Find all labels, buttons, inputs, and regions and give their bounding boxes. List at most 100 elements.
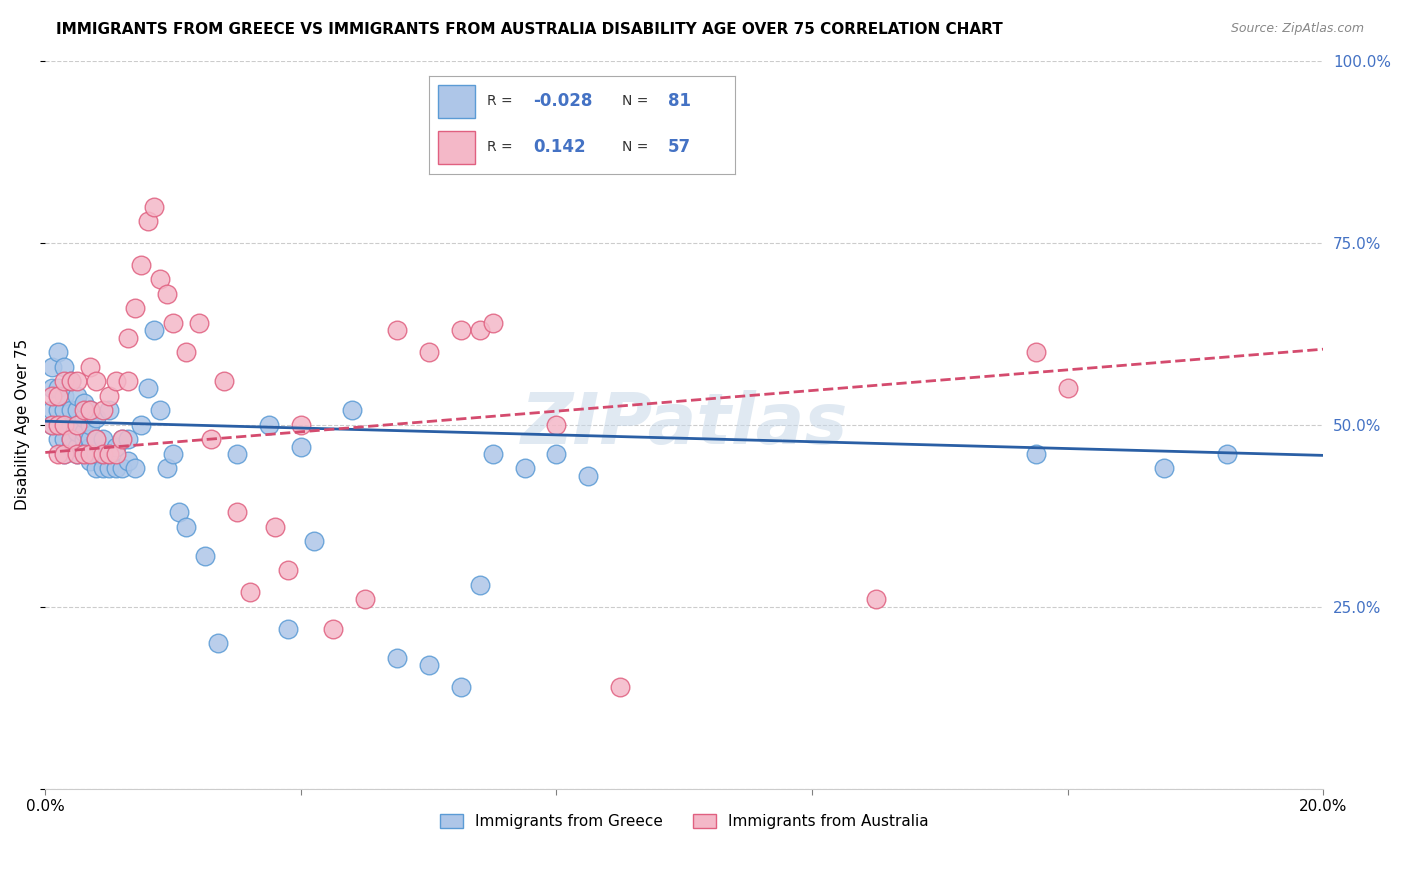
Point: [79, 359, 101, 374]
Point: [117, 454, 139, 468]
Point: [129, 258, 152, 272]
Point: [79, 403, 101, 417]
Point: [111, 461, 134, 475]
Point: [66, 403, 89, 417]
Point: [194, 549, 217, 563]
Point: [46, 417, 69, 432]
Point: [290, 417, 312, 432]
Point: [546, 417, 568, 432]
Point: [200, 433, 222, 447]
Point: [41, 359, 63, 374]
Point: [46, 417, 69, 432]
Point: [53, 447, 76, 461]
Point: [104, 440, 127, 454]
Point: [53, 417, 76, 432]
Point: [41, 403, 63, 417]
Point: [86, 447, 108, 461]
Point: [1216, 447, 1239, 461]
Point: [53, 403, 76, 417]
Point: [59, 374, 82, 388]
Point: [98, 447, 121, 461]
Point: [385, 323, 408, 337]
Point: [264, 519, 287, 533]
Point: [53, 433, 76, 447]
Point: [302, 534, 325, 549]
Point: [212, 374, 235, 388]
Point: [86, 461, 108, 475]
Point: [72, 396, 94, 410]
Point: [1056, 381, 1078, 395]
Point: [79, 433, 101, 447]
Point: [385, 650, 408, 665]
Point: [72, 403, 94, 417]
Point: [72, 425, 94, 439]
Point: [1153, 461, 1175, 475]
Point: [98, 461, 121, 475]
Point: [79, 454, 101, 468]
Point: [129, 417, 152, 432]
Point: [46, 433, 69, 447]
Point: [66, 417, 89, 432]
Point: [98, 447, 121, 461]
Point: [91, 447, 114, 461]
Point: [91, 447, 114, 461]
Point: [117, 330, 139, 344]
Point: [162, 447, 184, 461]
Point: [609, 680, 631, 694]
Point: [418, 345, 440, 359]
Point: [72, 447, 94, 461]
Point: [468, 578, 491, 592]
Point: [91, 461, 114, 475]
Point: [46, 389, 69, 403]
Point: [578, 468, 600, 483]
Point: [450, 680, 472, 694]
Point: [277, 622, 299, 636]
Point: [98, 403, 121, 417]
Point: [46, 381, 69, 395]
Point: [124, 461, 146, 475]
Point: [226, 447, 249, 461]
Point: [66, 389, 89, 403]
Point: [149, 403, 172, 417]
Point: [111, 433, 134, 447]
Point: [98, 389, 121, 403]
Point: [79, 447, 101, 461]
Point: [111, 433, 134, 447]
Point: [72, 440, 94, 454]
Point: [187, 316, 209, 330]
Point: [174, 345, 197, 359]
Point: [450, 323, 472, 337]
Point: [53, 417, 76, 432]
Point: [277, 563, 299, 577]
Point: [79, 440, 101, 454]
Point: [79, 403, 101, 417]
Point: [290, 440, 312, 454]
Point: [124, 301, 146, 316]
Point: [481, 447, 503, 461]
Point: [79, 417, 101, 432]
Point: [86, 433, 108, 447]
Point: [66, 374, 89, 388]
Point: [207, 636, 229, 650]
Point: [91, 403, 114, 417]
Point: [104, 461, 127, 475]
Point: [41, 389, 63, 403]
Point: [239, 585, 262, 599]
Text: ZIPatlas: ZIPatlas: [520, 391, 848, 459]
Point: [162, 316, 184, 330]
Point: [41, 381, 63, 395]
Point: [353, 592, 375, 607]
Point: [59, 417, 82, 432]
Point: [66, 440, 89, 454]
Point: [46, 345, 69, 359]
Point: [257, 417, 280, 432]
Point: [53, 447, 76, 461]
Point: [53, 374, 76, 388]
Point: [104, 447, 127, 461]
Point: [66, 447, 89, 461]
Point: [72, 447, 94, 461]
Point: [59, 440, 82, 454]
Text: IMMIGRANTS FROM GREECE VS IMMIGRANTS FROM AUSTRALIA DISABILITY AGE OVER 75 CORRE: IMMIGRANTS FROM GREECE VS IMMIGRANTS FRO…: [56, 22, 1002, 37]
Point: [86, 374, 108, 388]
Point: [86, 410, 108, 425]
